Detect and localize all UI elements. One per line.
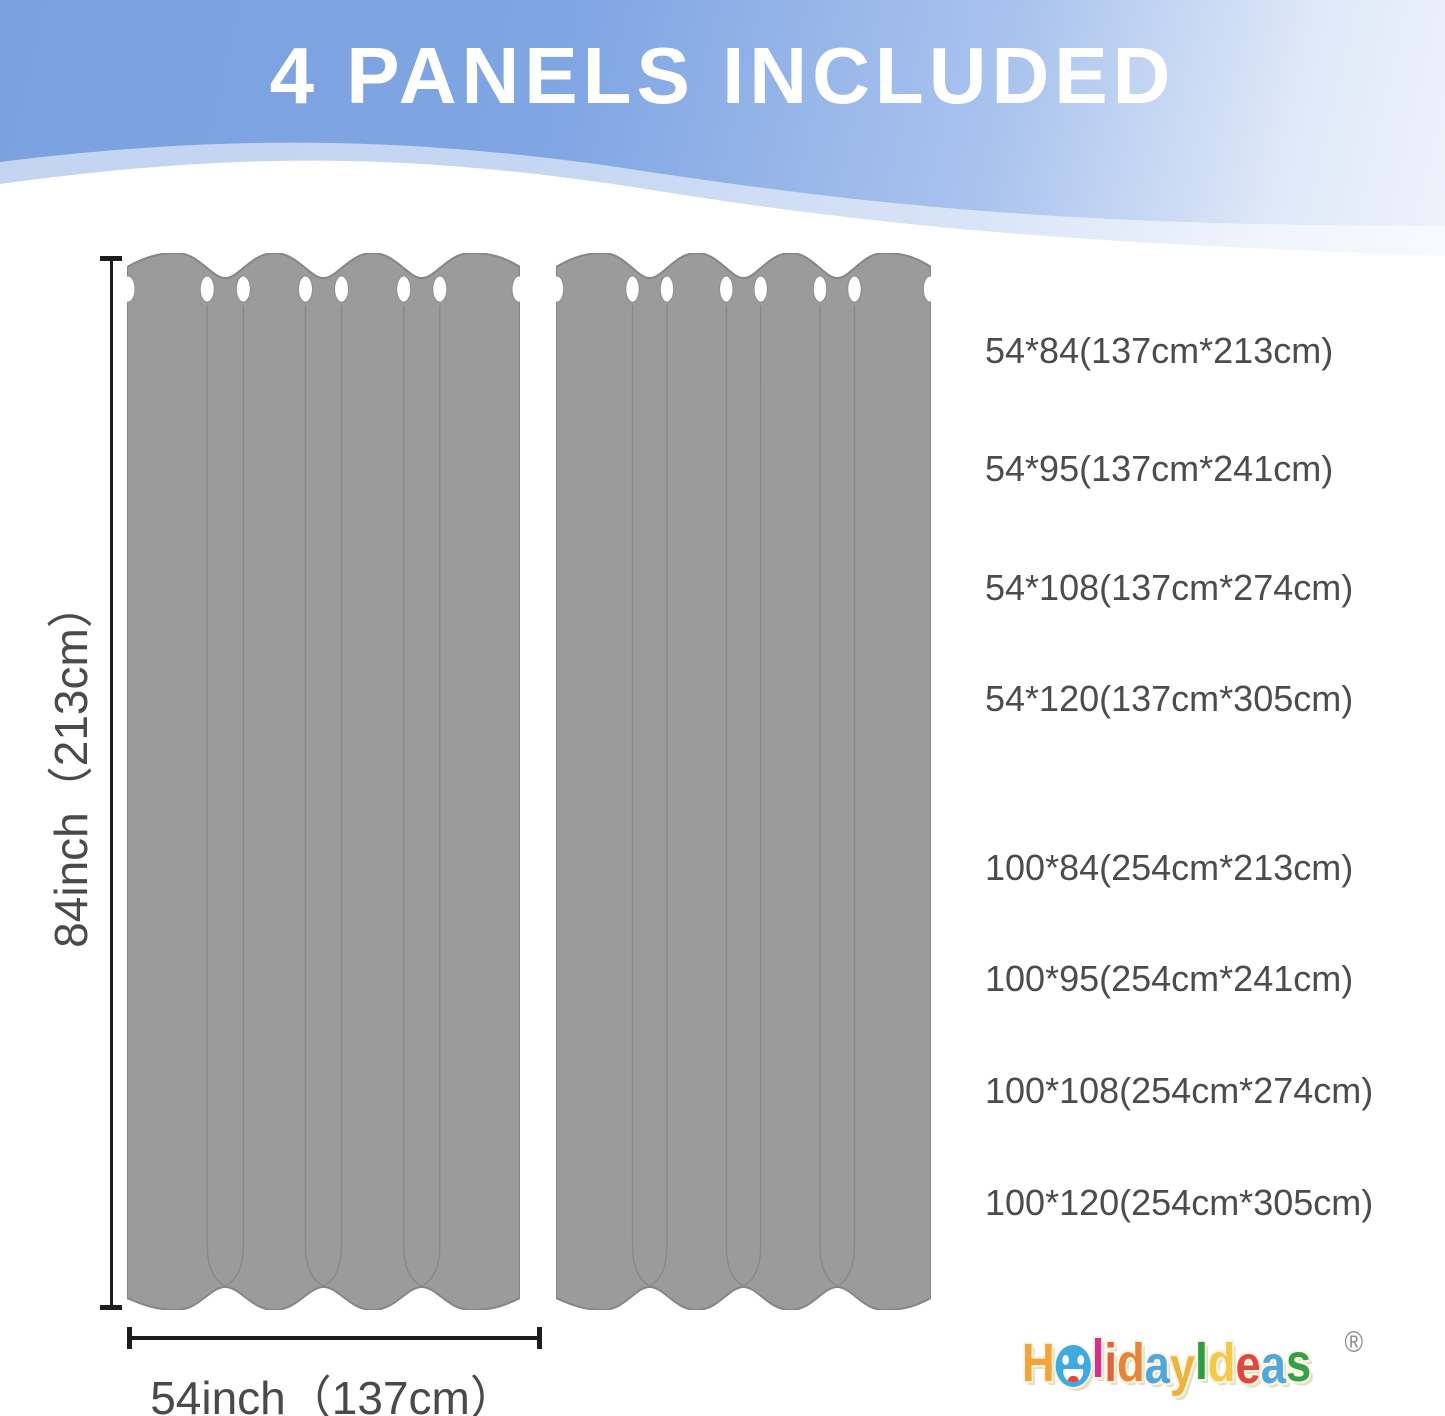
dimension-cap-top xyxy=(100,256,122,261)
width-label: 54inch（137cm） xyxy=(150,1372,516,1416)
grommet-holes xyxy=(556,275,931,303)
registered-trademark: ® xyxy=(1344,1326,1364,1359)
logo-letter: d xyxy=(1116,1333,1145,1393)
logo-letter: e xyxy=(1235,1335,1261,1395)
size-option: 100*120(254cm*305cm) xyxy=(985,1182,1374,1223)
logo-letter: I xyxy=(1195,1331,1208,1391)
logo-letter: a xyxy=(1144,1335,1170,1395)
curtain-shape xyxy=(127,253,520,1310)
logo-letter: s xyxy=(1285,1333,1312,1393)
logo-letter: H xyxy=(1022,1333,1055,1393)
banner-wave-decoration xyxy=(0,142,1445,268)
logo-letter: a xyxy=(1260,1335,1286,1395)
height-dimension-line xyxy=(110,258,113,1308)
page-title: 4 PANELS INCLUDED xyxy=(269,31,1176,120)
curtain-panel-left xyxy=(127,253,520,1310)
size-option: 54*84(137cm*213cm) xyxy=(985,330,1334,371)
fold-lines xyxy=(631,305,856,1287)
grommet-holes xyxy=(127,275,520,303)
height-label: 84inch（213cm） xyxy=(45,582,97,948)
logo-letter: l xyxy=(1091,1329,1105,1389)
logo-letter: d xyxy=(1207,1333,1236,1393)
fold-lines xyxy=(206,305,441,1287)
size-option: 100*95(254cm*241cm) xyxy=(985,958,1354,999)
size-option: 54*120(137cm*305cm) xyxy=(985,678,1354,719)
logo-letter: i xyxy=(1104,1333,1117,1393)
logo-letter: y xyxy=(1169,1337,1196,1397)
size-option: 100*108(254cm*274cm) xyxy=(985,1070,1374,1111)
size-option: 54*95(137cm*241cm) xyxy=(985,448,1334,489)
width-dimension-line xyxy=(127,1336,542,1340)
dimension-cap-bottom xyxy=(100,1305,122,1310)
curtain-panel-right xyxy=(556,253,931,1310)
size-option: 100*84(254cm*213cm) xyxy=(985,847,1354,888)
dimension-cap-left xyxy=(127,1327,132,1349)
curtain-shape xyxy=(556,253,931,1310)
smiley-face-icon xyxy=(1055,1345,1091,1387)
header-banner: 4 PANELS INCLUDED xyxy=(0,0,1445,268)
dimension-cap-right xyxy=(537,1327,542,1349)
size-option: 54*108(137cm*274cm) xyxy=(985,567,1354,608)
